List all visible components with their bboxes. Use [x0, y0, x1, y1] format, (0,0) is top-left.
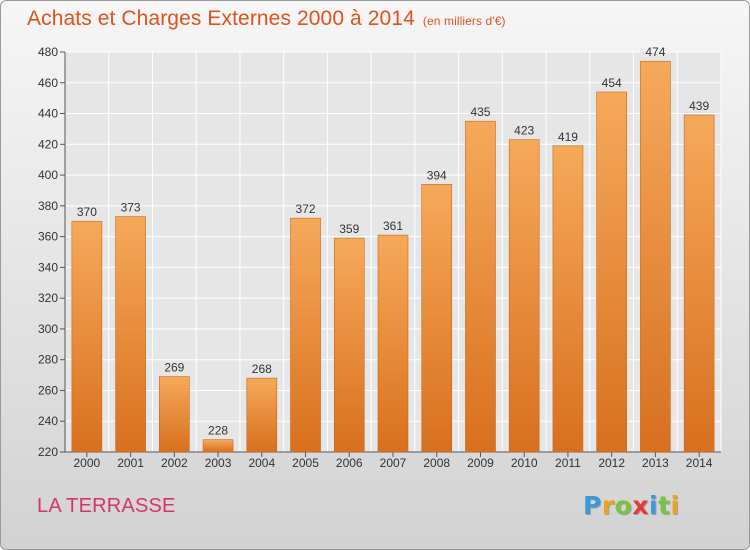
- bar: [115, 216, 146, 453]
- x-tick-label: 2004: [248, 456, 275, 470]
- y-tick-label: 260: [38, 383, 58, 397]
- y-tick-label: 380: [38, 199, 58, 213]
- bar-value-label: 359: [339, 222, 359, 236]
- bar-value-label: 268: [252, 362, 272, 376]
- x-tick-label: 2007: [380, 456, 407, 470]
- bar-value-label: 439: [689, 99, 709, 113]
- y-tick-label: 280: [38, 353, 58, 367]
- chart-title: Achats et Charges Externes 2000 à 2014 (e…: [27, 7, 506, 31]
- x-tick-label: 2011: [555, 456, 581, 470]
- x-tick-label: 2000: [74, 456, 101, 470]
- y-tick-label: 220: [38, 445, 58, 459]
- y-tick-label: 360: [38, 230, 58, 244]
- bar-value-label: 419: [558, 130, 578, 144]
- labels: 220 240 260 280 300 320 340 360 380 400 420 440 460 4…: [38, 45, 713, 470]
- bar-value-label: 370: [77, 205, 97, 219]
- x-tick-label: 2013: [642, 456, 669, 470]
- logo-letter: i: [649, 491, 659, 520]
- bar-value-label: 423: [514, 124, 534, 138]
- logo-letter: r: [601, 491, 615, 520]
- bar-value-label: 394: [427, 168, 447, 182]
- x-tick-label: 2006: [336, 456, 363, 470]
- bar: [333, 237, 365, 453]
- bar: [552, 145, 584, 453]
- bar-value-label: 361: [383, 219, 403, 233]
- logo-letter: t: [658, 491, 671, 520]
- bar-value-label: 269: [164, 361, 184, 375]
- logo-letter: P: [583, 491, 602, 520]
- bar-value-label: 474: [645, 45, 665, 59]
- x-tick-label: 2002: [161, 456, 188, 470]
- bar-value-label: 228: [208, 424, 228, 438]
- y-tick-label: 240: [38, 414, 58, 428]
- bar-value-label: 454: [602, 76, 622, 90]
- bar: [640, 60, 671, 453]
- y-tick-label: 300: [38, 322, 58, 336]
- bar: [596, 91, 627, 453]
- chart-subtitle: (en milliers d'€): [422, 14, 506, 28]
- bar: [683, 114, 715, 453]
- logo-letter: i: [670, 491, 680, 520]
- x-tick-label: 2001: [117, 456, 144, 470]
- y-tick-label: 320: [38, 291, 58, 305]
- bar: [71, 220, 103, 453]
- bar: [508, 139, 540, 453]
- x-tick-label: 2010: [511, 456, 538, 470]
- chart-title-text: Achats et Charges Externes 2000 à 2014: [27, 7, 415, 30]
- x-tick-label: 2003: [205, 456, 232, 470]
- proxiti-logo: Proxiti: [583, 491, 680, 520]
- bar: [465, 120, 496, 453]
- y-tick-label: 400: [38, 168, 58, 182]
- bar: [159, 376, 190, 453]
- bar-value-label: 373: [121, 201, 141, 215]
- y-tick-label: 440: [38, 107, 58, 121]
- y-tick-label: 340: [38, 260, 58, 274]
- x-tick-label: 2008: [423, 456, 450, 470]
- logo-letter: o: [614, 491, 633, 520]
- x-tick-label: 2009: [467, 456, 494, 470]
- bar-value-label: 435: [470, 105, 490, 119]
- bars: [71, 60, 715, 453]
- bar: [421, 184, 453, 453]
- x-tick-label: 2014: [686, 456, 713, 470]
- bar: [377, 234, 409, 453]
- place-name: LA TERRASSE: [37, 495, 176, 517]
- y-tick-label: 480: [38, 45, 58, 59]
- y-tick-label: 420: [38, 137, 58, 151]
- bar: [290, 217, 321, 453]
- logo-letter: x: [632, 491, 649, 520]
- x-tick-label: 2005: [292, 456, 319, 470]
- bar-value-label: 372: [296, 202, 316, 216]
- x-tick-label: 2012: [598, 456, 625, 470]
- y-tick-label: 460: [38, 76, 58, 90]
- bar: [202, 439, 234, 453]
- bar: [246, 377, 278, 453]
